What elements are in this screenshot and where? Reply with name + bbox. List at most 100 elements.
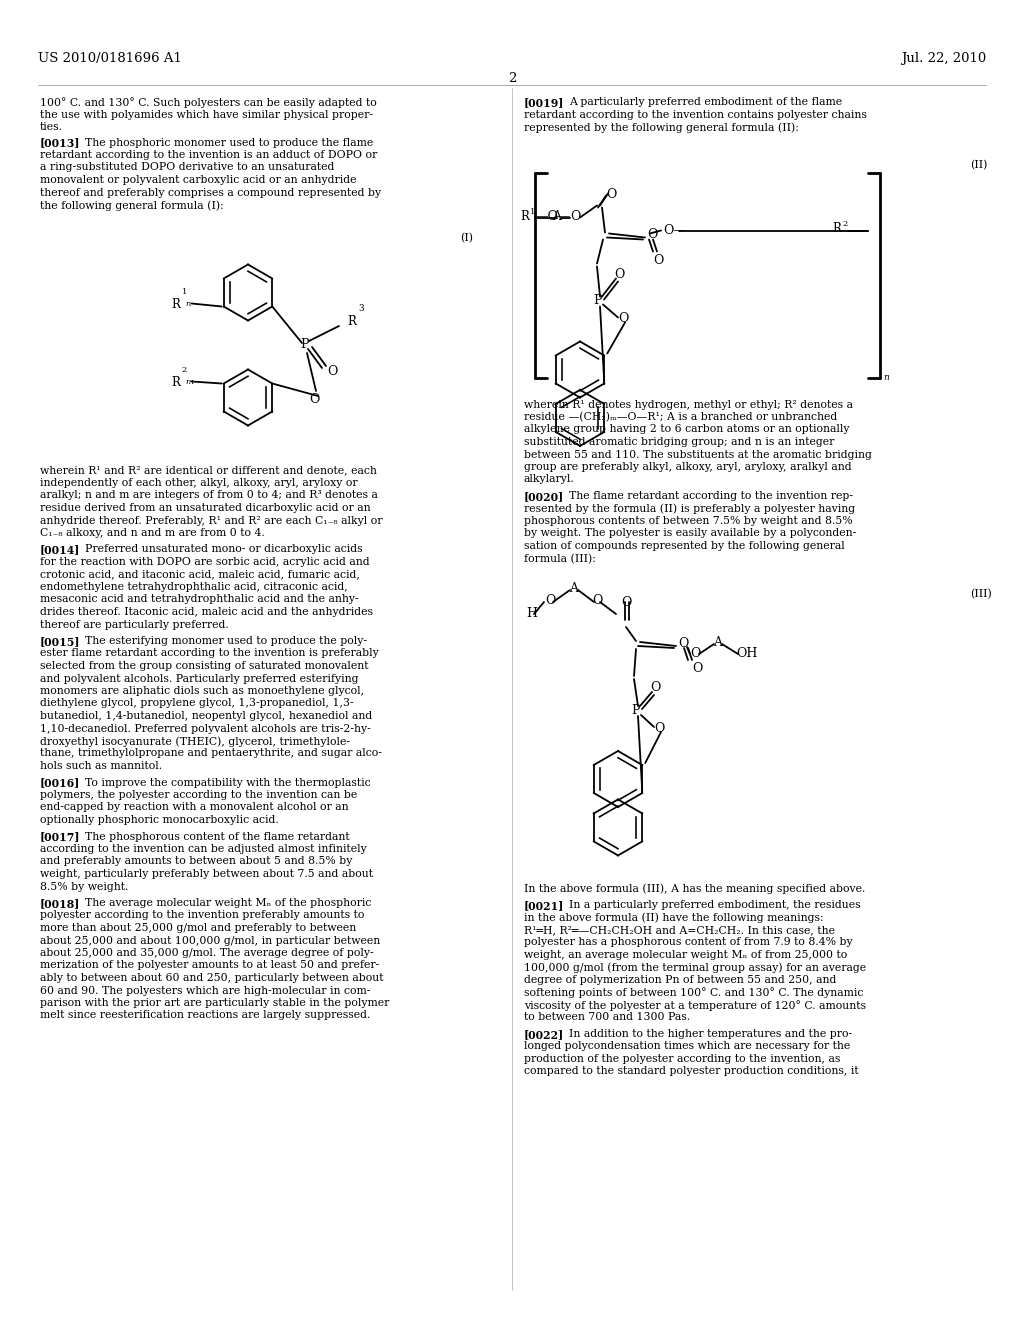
Text: n: n [883,374,889,383]
Text: wherein R¹ and R² are identical or different and denote, each: wherein R¹ and R² are identical or diffe… [40,466,377,475]
Text: more than about 25,000 g/mol and preferably to between: more than about 25,000 g/mol and prefera… [40,923,356,933]
Text: represented by the following general formula (II):: represented by the following general for… [524,121,799,132]
Text: weight, an average molecular weight Mₙ of from 25,000 to: weight, an average molecular weight Mₙ o… [524,950,847,960]
Text: to between 700 and 1300 Pas.: to between 700 and 1300 Pas. [524,1012,690,1023]
Text: formula (III):: formula (III): [524,553,596,564]
Text: Preferred unsaturated mono- or dicarboxylic acids: Preferred unsaturated mono- or dicarboxy… [85,544,362,554]
Text: thereof are particularly preferred.: thereof are particularly preferred. [40,619,228,630]
Text: R: R [347,315,356,327]
Text: 1,10-decanediol. Preferred polyvalent alcohols are tris-2-hy-: 1,10-decanediol. Preferred polyvalent al… [40,723,371,734]
Text: sation of compounds represented by the following general: sation of compounds represented by the f… [524,541,845,550]
Text: (III): (III) [970,589,992,599]
Text: C₁₋₈ alkoxy, and n and m are from 0 to 4.: C₁₋₈ alkoxy, and n and m are from 0 to 4… [40,528,265,539]
Text: resented by the formula (II) is preferably a polyester having: resented by the formula (II) is preferab… [524,503,855,513]
Text: 3: 3 [358,304,364,313]
Text: (I): (I) [460,232,473,243]
Text: about 25,000 and about 100,000 g/mol, in particular between: about 25,000 and about 100,000 g/mol, in… [40,936,380,945]
Text: and polyvalent alcohols. Particularly preferred esterifying: and polyvalent alcohols. Particularly pr… [40,673,358,684]
Text: [0014]: [0014] [40,544,80,556]
Text: [0019]: [0019] [524,96,564,108]
Text: In addition to the higher temperatures and the pro-: In addition to the higher temperatures a… [569,1030,852,1039]
Text: polyester has a phosphorous content of from 7.9 to 8.4% by: polyester has a phosphorous content of f… [524,937,853,948]
Text: in the above formula (II) have the following meanings:: in the above formula (II) have the follo… [524,912,823,923]
Text: group are preferably alkyl, alkoxy, aryl, aryloxy, aralkyl and: group are preferably alkyl, alkoxy, aryl… [524,462,852,473]
Text: [0018]: [0018] [40,898,80,909]
Text: O: O [650,681,660,694]
Text: Jul. 22, 2010: Jul. 22, 2010 [901,51,986,65]
Text: [0015]: [0015] [40,636,81,647]
Text: end-capped by reaction with a monovalent alcohol or an: end-capped by reaction with a monovalent… [40,803,348,813]
Text: drides thereof. Itaconic acid, maleic acid and the anhydrides: drides thereof. Itaconic acid, maleic ac… [40,607,373,616]
Text: OH: OH [736,647,758,660]
Text: O: O [592,594,602,607]
Text: the use with polyamides which have similar physical proper-: the use with polyamides which have simil… [40,110,373,120]
Text: 100,000 g/mol (from the terminal group assay) for an average: 100,000 g/mol (from the terminal group a… [524,962,866,973]
Text: 2: 2 [842,220,847,228]
Text: In a particularly preferred embodiment, the residues: In a particularly preferred embodiment, … [569,900,860,909]
Text: thereof and preferably comprises a compound represented by: thereof and preferably comprises a compo… [40,187,381,198]
Text: [0017]: [0017] [40,832,81,842]
Text: The phosphoric monomer used to produce the flame: The phosphoric monomer used to produce t… [85,137,374,148]
Text: retardant according to the invention is an adduct of DOPO or: retardant according to the invention is … [40,150,377,160]
Text: O—: O— [663,223,686,236]
Text: [0022]: [0022] [524,1030,564,1040]
Text: softening points of between 100° C. and 130° C. The dynamic: softening points of between 100° C. and … [524,987,863,998]
Text: droxyethyl isocyanurate (THEIC), glycerol, trimethylole-: droxyethyl isocyanurate (THEIC), glycero… [40,737,350,747]
Text: substituted aromatic bridging group; and n is an integer: substituted aromatic bridging group; and… [524,437,835,447]
Text: O: O [327,366,337,378]
Text: polymers, the polyester according to the invention can be: polymers, the polyester according to the… [40,789,357,800]
Text: The esterifying monomer used to produce the poly-: The esterifying monomer used to produce … [85,636,367,645]
Text: endomethylene tetrahydrophthalic acid, citraconic acid,: endomethylene tetrahydrophthalic acid, c… [40,582,348,591]
Text: phosphorous contents of between 7.5% by weight and 8.5%: phosphorous contents of between 7.5% by … [524,516,853,525]
Text: O: O [621,597,632,609]
Text: 1: 1 [530,207,536,215]
Text: alkylaryl.: alkylaryl. [524,474,574,484]
Text: O: O [647,228,657,242]
Text: ties.: ties. [40,121,63,132]
Text: To improve the compatibility with the thermoplastic: To improve the compatibility with the th… [85,777,371,788]
Text: merization of the polyester amounts to at least 50 and prefer-: merization of the polyester amounts to a… [40,961,379,970]
Text: aralkyl; n and m are integers of from 0 to 4; and R³ denotes a: aralkyl; n and m are integers of from 0 … [40,491,378,500]
Text: a ring-substituted DOPO derivative to an unsaturated: a ring-substituted DOPO derivative to an… [40,162,335,173]
Text: independently of each other, alkyl, alkoxy, aryl, aryloxy or: independently of each other, alkyl, alko… [40,478,357,488]
Text: The average molecular weight Mₙ of the phosphoric: The average molecular weight Mₙ of the p… [85,898,372,908]
Text: optionally phosphoric monocarboxylic acid.: optionally phosphoric monocarboxylic aci… [40,814,279,825]
Text: O: O [618,313,629,326]
Text: between 55 and 110. The substituents at the aromatic bridging: between 55 and 110. The substituents at … [524,450,871,459]
Text: [0016]: [0016] [40,777,80,788]
Text: diethylene glycol, propylene glycol, 1,3-propanediol, 1,3-: diethylene glycol, propylene glycol, 1,3… [40,698,353,709]
Text: n: n [185,301,191,309]
Text: anhydride thereof. Preferably, R¹ and R² are each C₁₋₈ alkyl or: anhydride thereof. Preferably, R¹ and R²… [40,516,383,525]
Text: 1: 1 [181,289,187,297]
Text: 2: 2 [181,366,187,374]
Text: hols such as mannitol.: hols such as mannitol. [40,762,162,771]
Text: [0020]: [0020] [524,491,564,502]
Text: selected from the group consisting of saturated monovalent: selected from the group consisting of sa… [40,661,369,671]
Text: O: O [309,393,319,407]
Text: thane, trimethylolpropane and pentaerythrite, and sugar alco-: thane, trimethylolpropane and pentaeryth… [40,748,382,759]
Text: retardant according to the invention contains polyester chains: retardant according to the invention con… [524,110,867,120]
Text: ester flame retardant according to the invention is preferably: ester flame retardant according to the i… [40,648,379,659]
Text: viscosity of the polyester at a temperature of 120° C. amounts: viscosity of the polyester at a temperat… [524,1001,866,1011]
Text: The flame retardant according to the invention rep-: The flame retardant according to the inv… [569,491,853,502]
Text: longed polycondensation times which are necessary for the: longed polycondensation times which are … [524,1041,850,1052]
Text: 2: 2 [508,73,516,84]
Text: wherein R¹ denotes hydrogen, methyl or ethyl; R² denotes a: wherein R¹ denotes hydrogen, methyl or e… [524,400,853,409]
Text: US 2010/0181696 A1: US 2010/0181696 A1 [38,51,182,65]
Text: O: O [690,647,700,660]
Text: —O—: —O— [535,210,570,223]
Text: 60 and 90. The polyesters which are high-molecular in com-: 60 and 90. The polyesters which are high… [40,986,371,995]
Text: residue —(CH₂)ₘ—O—R¹; A is a branched or unbranched: residue —(CH₂)ₘ—O—R¹; A is a branched or… [524,412,838,422]
Text: according to the invention can be adjusted almost infinitely: according to the invention can be adjust… [40,843,367,854]
Text: O: O [606,189,616,202]
Text: about 25,000 and 35,000 g/mol. The average degree of poly-: about 25,000 and 35,000 g/mol. The avera… [40,948,374,958]
Text: by weight. The polyester is easily available by a polyconden-: by weight. The polyester is easily avail… [524,528,856,539]
Text: the following general formula (I):: the following general formula (I): [40,201,224,211]
Text: O: O [545,594,555,607]
Text: m: m [185,378,194,385]
Text: crotonic acid, and itaconic acid, maleic acid, fumaric acid,: crotonic acid, and itaconic acid, maleic… [40,569,359,579]
Text: R¹═H, R²═—CH₂CH₂OH and A=CH₂CH₂. In this case, the: R¹═H, R²═—CH₂CH₂OH and A=CH₂CH₂. In this… [524,925,835,935]
Text: butanediol, 1,4-butanediol, neopentyl glycol, hexanediol and: butanediol, 1,4-butanediol, neopentyl gl… [40,711,373,721]
Text: ably to between about 60 and 250, particularly between about: ably to between about 60 and 250, partic… [40,973,384,983]
Text: alkylene group having 2 to 6 carbon atoms or an optionally: alkylene group having 2 to 6 carbon atom… [524,425,850,434]
